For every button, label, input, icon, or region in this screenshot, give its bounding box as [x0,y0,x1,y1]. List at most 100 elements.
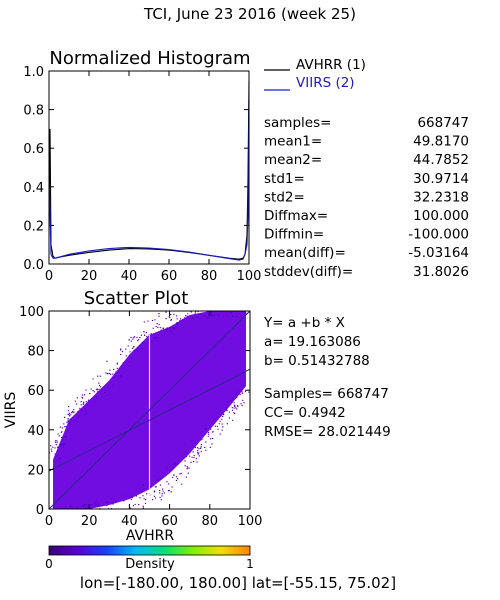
scatter-point [99,511,100,512]
scatter-point [81,394,83,396]
scatter-point [186,309,187,310]
stat-label: mean2= [264,152,322,168]
scatter-point [70,412,73,414]
scatter-point [54,453,56,455]
scatter-point [177,478,179,480]
scatter-point [129,365,131,367]
scatter-point [139,337,141,339]
scatter-point [200,447,202,449]
histogram-legend: AVHRR (1) VIIRS (2) [264,57,366,91]
scatter-point [63,436,65,438]
scatter-point [83,394,86,396]
scatter-point [236,408,238,410]
scatter-point [83,402,85,404]
scatter-point [95,388,98,391]
scatter-point [153,495,155,497]
scatter-point [158,323,160,326]
scatter-point [207,306,208,307]
scatter-point [230,312,232,314]
scatter-point [107,509,108,510]
scatter-point [87,401,89,403]
scatter-point [96,392,98,394]
scatter-point [104,391,106,393]
scatter-point [207,435,209,437]
scatter-point [248,305,249,306]
scatter-point [195,458,197,460]
scatter-point [110,373,112,376]
scatter-point [181,453,183,455]
scatter-point [198,455,200,457]
scatter-point [58,435,60,437]
scatter-point [70,414,72,416]
scatter-point [52,446,54,448]
colorbar-title: Density [125,557,175,572]
footer-coordinates: lon=[-180.00, 180.00] lat=[-55.15, 75.02… [80,574,396,592]
scatter-point [121,365,123,367]
scatter-point [133,336,135,338]
scatter-point [173,327,175,329]
scatter-point [81,417,83,420]
scatter-point [159,327,161,329]
scatter-point [232,398,234,400]
scatter-point [144,334,146,336]
regression-b: b= 0.51432788 [264,353,370,369]
scatter-point [226,409,228,411]
scatter-point [73,421,75,423]
scatter-ytick-label: 80 [27,345,44,360]
scatter-point [164,330,166,332]
scatter-point [57,433,59,435]
scatter-point [211,314,213,316]
scatter-point [133,346,135,348]
scatter-point [81,396,83,398]
scatter-point [97,504,99,506]
scatter-point [142,484,144,486]
scatter-point [69,415,71,417]
scatter-point [231,307,232,308]
scatter-point [168,316,170,318]
scatter-point [160,329,162,331]
scatter-point [97,390,99,392]
regression-line [49,368,250,472]
scatter-point [218,309,219,310]
scatter-point [224,304,225,305]
scatter-point [61,513,62,514]
histogram-axes: 0 20 40 60 80 100 0.0 0.2 0.4 0.6 0.8 1.0 [23,65,261,284]
scatter-point [76,514,77,515]
scatter-point [137,339,140,341]
scatter-point [64,416,66,418]
scatter-point [62,443,64,446]
scatter-point [173,474,175,476]
scatter-point [128,361,131,363]
hist-ytick-label: 1.0 [23,65,44,80]
regression-cc: CC= 0.4942 [264,405,346,421]
scatter-point [193,308,194,309]
scatter-point [67,419,69,421]
scatter-point [98,382,100,384]
scatter-point [199,297,200,298]
scatter-point [143,331,145,333]
scatter-point [67,519,68,520]
scatter-point [216,425,218,427]
figure-title: TCI, June 23 2016 (week 25) [143,5,356,23]
scatter-point [230,400,232,402]
scatter-point [187,467,189,469]
scatter-point [242,399,244,401]
scatter-point [174,463,176,465]
scatter-point [74,519,75,520]
scatter-point [125,348,127,350]
scatter-point [207,431,210,433]
scatter-point [205,449,207,451]
scatter-point [127,345,129,347]
scatter-point [228,309,229,310]
scatter-point [143,488,145,490]
scatter-point [240,304,241,305]
scatter-point [139,345,141,347]
scatter-point [242,302,243,303]
scatter-point [72,410,74,413]
scatter-point [176,463,179,465]
scatter-point [198,448,200,450]
scatter-point [101,519,102,520]
scatter-point [50,445,52,447]
scatter-point [108,510,109,511]
regression-equation: Y= a +b * X [263,315,345,331]
